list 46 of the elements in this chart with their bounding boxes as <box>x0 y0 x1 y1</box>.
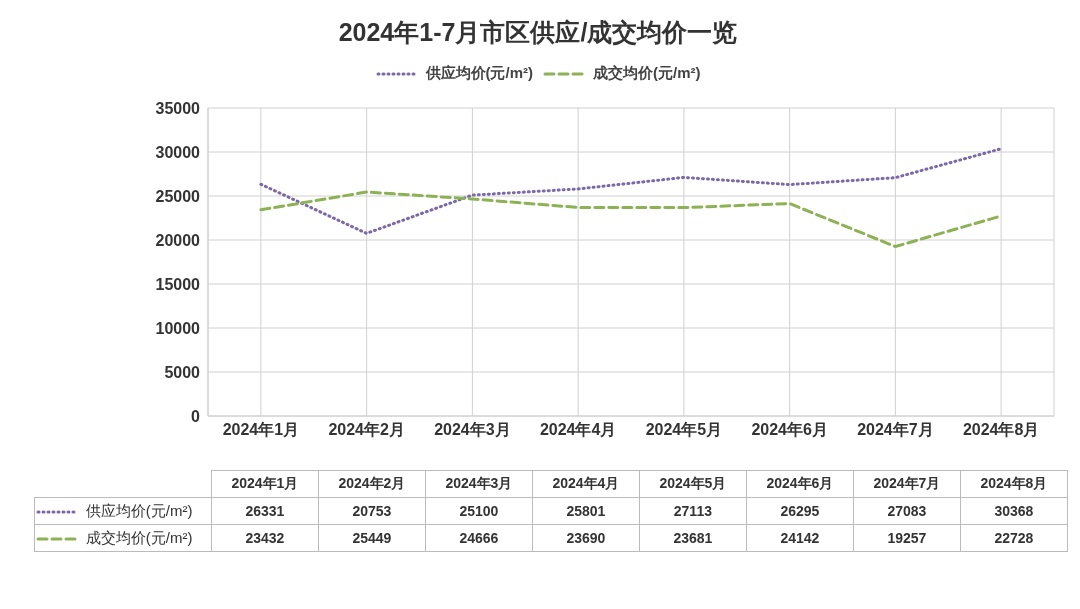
x-tick-label: 2024年3月 <box>434 421 511 439</box>
category-label: 2024年1月 <box>231 475 299 491</box>
data-label: 20753 <box>318 497 426 525</box>
data-label: 26331 <box>211 497 319 525</box>
category-label: 2024年8月 <box>980 475 1048 491</box>
data-label: 23681 <box>639 524 747 552</box>
legend-label: 成交均价(元/m²) <box>592 63 701 83</box>
data-label: 24666 <box>425 524 533 552</box>
data-label: 23432 <box>211 524 319 552</box>
y-tick-label: 30000 <box>155 143 201 161</box>
category-label: 2024年7月 <box>873 475 941 491</box>
data-label: 30368 <box>960 497 1068 525</box>
y-tick-label: 35000 <box>155 99 201 117</box>
y-tick-label: 25000 <box>155 187 201 205</box>
category-label: 2024年6月 <box>766 475 834 491</box>
category-label: 2024年3月 <box>445 475 513 491</box>
data-label: 25100 <box>425 497 533 525</box>
x-tick-label: 2024年2月 <box>328 421 405 439</box>
data-label: 23690 <box>532 524 640 552</box>
x-tick-label: 2024年6月 <box>751 421 828 439</box>
x-tick-label: 2024年4月 <box>539 421 617 439</box>
category-label: 2024年4月 <box>552 475 620 491</box>
y-tick-label: 0 <box>191 407 201 425</box>
data-label: 25801 <box>532 497 640 525</box>
x-tick-label: 2024年7月 <box>857 421 934 439</box>
category-label: 2024年2月 <box>338 475 406 491</box>
data-label: 22728 <box>960 524 1068 552</box>
text: 供应均价(元/m²) <box>85 501 193 519</box>
x-tick-label: 2024年8月 <box>962 421 1040 439</box>
text: 成交均价(元/m²) <box>85 528 193 546</box>
data-label: 27113 <box>639 497 747 525</box>
y-tick-label: 20000 <box>155 231 201 249</box>
data-label: 26295 <box>746 497 854 525</box>
data-label: 24142 <box>746 524 854 552</box>
y-tick-label: 15000 <box>155 275 201 293</box>
y-tick-label: 5000 <box>164 363 201 381</box>
line-series <box>259 147 1003 235</box>
category-label: 2024年5月 <box>659 475 727 491</box>
x-tick-label: 2024年1月 <box>222 421 300 439</box>
chart-title: 2024年1-7月市区供应/成交均价一览 <box>337 17 739 48</box>
legend-label: 供应均价(元/m²) <box>424 63 533 83</box>
data-label: 19257 <box>853 524 961 552</box>
data-label: 27083 <box>853 497 961 525</box>
x-tick-label: 2024年5月 <box>645 421 723 439</box>
data-label: 25449 <box>318 524 426 552</box>
y-tick-label: 10000 <box>155 319 201 337</box>
